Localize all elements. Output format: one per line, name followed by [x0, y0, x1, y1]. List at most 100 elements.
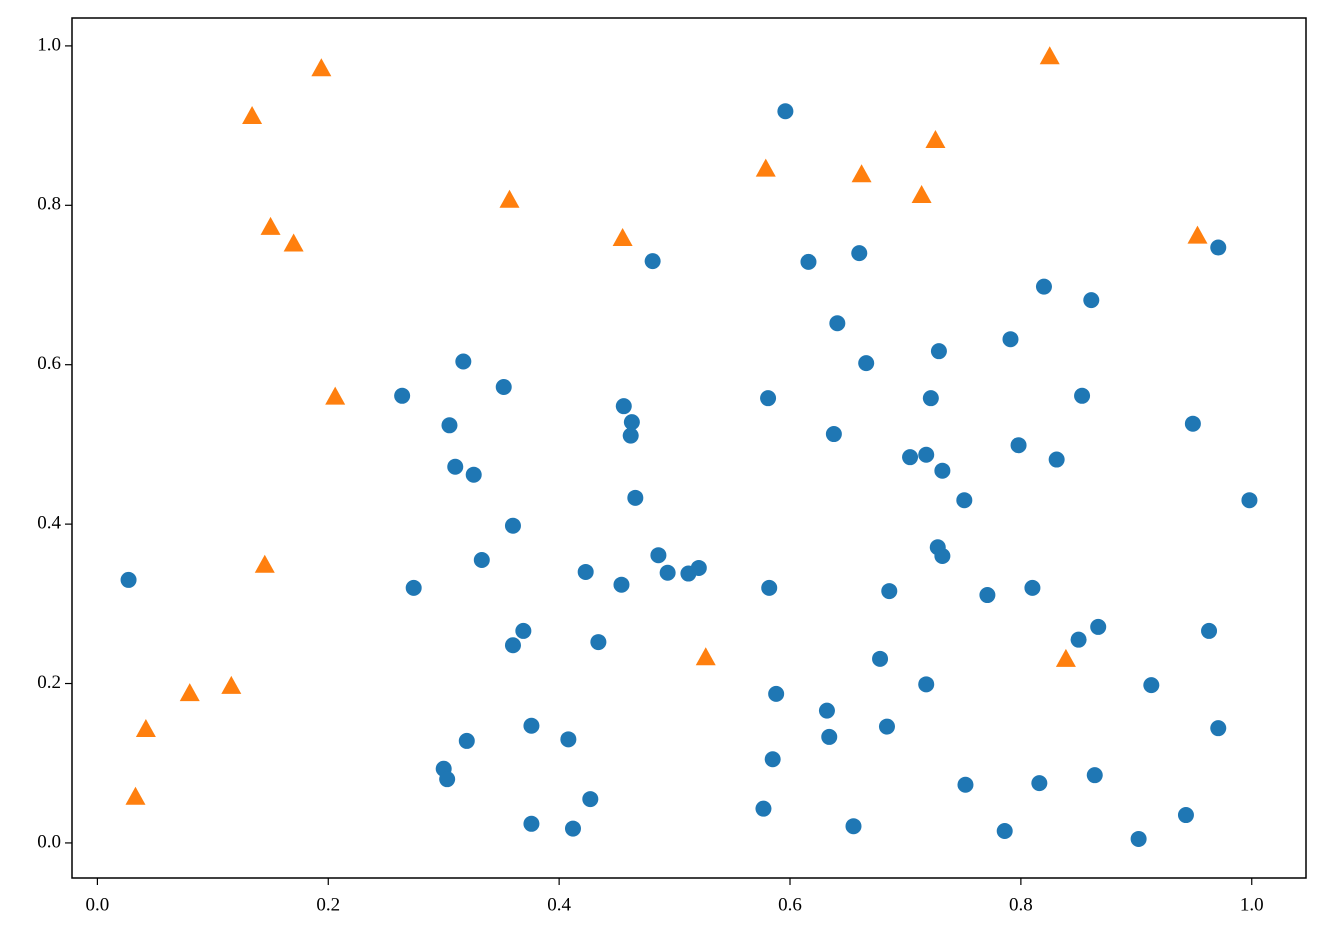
point: [499, 189, 520, 208]
point: [1010, 437, 1027, 454]
point: [821, 728, 838, 745]
point: [1086, 767, 1103, 784]
point: [1210, 239, 1227, 256]
point: [523, 717, 540, 734]
point: [1074, 387, 1091, 404]
point: [650, 547, 667, 564]
point: [120, 571, 137, 588]
point: [179, 683, 200, 702]
point: [858, 355, 875, 372]
point: [283, 233, 304, 252]
point: [465, 466, 482, 483]
point: [845, 818, 862, 835]
point: [135, 718, 156, 737]
point: [254, 554, 275, 573]
point: [242, 106, 263, 125]
point: [515, 622, 532, 639]
point: [564, 820, 581, 837]
point: [473, 551, 490, 568]
x-tick-label: 0.0: [86, 894, 110, 915]
y-tick-label: 0.2: [37, 672, 61, 693]
point: [755, 800, 772, 817]
point: [922, 390, 939, 407]
point: [590, 634, 607, 651]
point: [325, 386, 346, 405]
point: [829, 315, 846, 332]
point: [930, 343, 947, 360]
point: [800, 253, 817, 270]
point: [695, 647, 716, 666]
point: [455, 353, 472, 370]
point: [851, 164, 872, 183]
point: [1048, 451, 1065, 468]
point: [504, 517, 521, 534]
point: [311, 58, 332, 77]
y-tick-label: 0.4: [37, 512, 61, 533]
point: [659, 564, 676, 581]
point: [1055, 648, 1076, 667]
plot-frame: [71, 17, 1307, 879]
point: [622, 427, 639, 444]
point: [1035, 278, 1052, 295]
point: [979, 587, 996, 604]
point: [405, 579, 422, 596]
point: [911, 184, 932, 203]
point: [495, 379, 512, 396]
point: [934, 547, 951, 564]
point: [582, 791, 599, 808]
point: [1184, 415, 1201, 432]
point: [125, 786, 146, 805]
point: [755, 158, 776, 177]
point: [1090, 618, 1107, 635]
point: [902, 449, 919, 466]
point: [918, 446, 935, 463]
point: [260, 216, 281, 235]
point: [447, 458, 464, 475]
point: [957, 776, 974, 793]
y-tick-label: 0.0: [37, 831, 61, 852]
y-tick-label: 0.6: [37, 353, 61, 374]
x-tick-label: 0.2: [316, 894, 340, 915]
point: [1130, 830, 1147, 847]
point: [1039, 46, 1060, 65]
point: [221, 675, 242, 694]
x-tick-label: 0.8: [1009, 894, 1033, 915]
point: [615, 398, 632, 415]
point: [777, 103, 794, 120]
point: [1031, 775, 1048, 792]
y-tick-label: 0.8: [37, 194, 61, 215]
point: [1187, 225, 1208, 244]
point: [1083, 292, 1100, 309]
point: [523, 815, 540, 832]
point: [925, 129, 946, 148]
point: [1002, 331, 1019, 348]
point: [439, 771, 456, 788]
point: [818, 702, 835, 719]
y-tick-label: 1.0: [37, 34, 61, 55]
point: [612, 227, 633, 246]
point: [878, 718, 895, 735]
point: [1210, 720, 1227, 737]
point: [996, 822, 1013, 839]
x-tick-label: 0.4: [547, 894, 571, 915]
point: [881, 583, 898, 600]
point: [627, 489, 644, 506]
point: [458, 732, 475, 749]
point: [768, 685, 785, 702]
point: [760, 390, 777, 407]
point: [1070, 631, 1087, 648]
point: [1201, 622, 1218, 639]
x-tick-label: 1.0: [1240, 894, 1264, 915]
point: [644, 253, 661, 270]
point: [623, 414, 640, 431]
x-tick-label: 0.6: [778, 894, 802, 915]
point: [956, 492, 973, 509]
point: [394, 387, 411, 404]
point: [851, 245, 868, 262]
point: [825, 426, 842, 443]
point: [560, 731, 577, 748]
point: [1241, 492, 1258, 509]
point: [761, 579, 778, 596]
point: [918, 676, 935, 693]
